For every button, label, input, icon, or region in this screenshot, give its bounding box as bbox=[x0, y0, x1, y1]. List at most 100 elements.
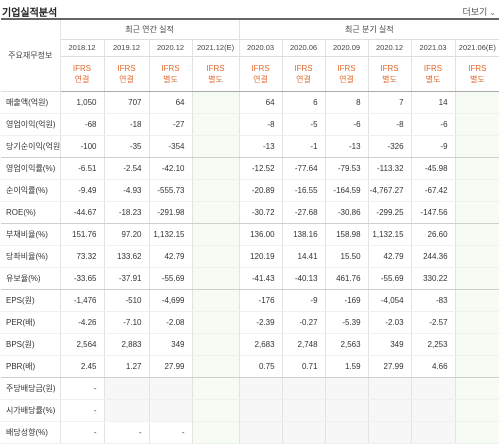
table-cell: -30.86 bbox=[325, 201, 369, 224]
table-cell: -27 bbox=[149, 113, 193, 136]
table-cell bbox=[104, 399, 150, 422]
table-cell: -100 bbox=[60, 135, 105, 158]
table-cell bbox=[455, 333, 500, 356]
table-cell bbox=[325, 399, 369, 422]
table-cell: 64 bbox=[239, 91, 283, 114]
table-cell: -6 bbox=[325, 113, 369, 136]
table-row: ROE(%) -44.67 -18.23 -291.98 -30.72 -27.68 -30… bbox=[1, 201, 500, 224]
table-cell: 2.45 bbox=[60, 355, 105, 378]
row-label: PER(배) bbox=[1, 311, 61, 334]
table-cell: -2.57 bbox=[411, 311, 456, 334]
table-cell: -7.10 bbox=[104, 311, 150, 334]
table-cell bbox=[455, 91, 500, 114]
ifrs-basis: 별도 bbox=[469, 74, 485, 84]
table-cell bbox=[455, 201, 500, 224]
table-cell bbox=[455, 421, 500, 444]
table-row: EPS(원) -1,476 -510 -4,699 -176 -9 -169 -4,054 -8… bbox=[1, 289, 500, 312]
table-cell: 26.60 bbox=[411, 223, 456, 246]
ifrs-label: IFRS bbox=[337, 63, 356, 73]
table-cell bbox=[368, 421, 412, 444]
table-cell: -0.27 bbox=[282, 311, 326, 334]
ifrs-label: IFRS bbox=[380, 63, 399, 73]
table-cell: -4.93 bbox=[104, 179, 150, 202]
table-cell: -555.73 bbox=[149, 179, 193, 202]
table-cell bbox=[455, 135, 500, 158]
table-cell: -2.39 bbox=[239, 311, 283, 334]
table-row: 유보율(%) -33.65 -37.91 -55.69 -41.43 -40.13 461.… bbox=[1, 267, 500, 290]
table-cell: -326 bbox=[368, 135, 412, 158]
table-cell: -45.98 bbox=[411, 157, 456, 180]
table-cell: 1,050 bbox=[60, 91, 105, 114]
table-cell bbox=[192, 135, 240, 158]
period-date: 2021.03 bbox=[411, 39, 456, 57]
table-cell: 6 bbox=[282, 91, 326, 114]
group-annual: 최근 연간 실적 bbox=[60, 18, 240, 40]
row-label: 영업이익률(%) bbox=[1, 157, 61, 180]
table-cell bbox=[192, 157, 240, 180]
table-cell: 1,132.15 bbox=[149, 223, 193, 246]
table-cell: -13 bbox=[239, 135, 283, 158]
accounting-standard: IFRS 별도 bbox=[411, 56, 456, 92]
row-label: 당기순이익(억원) bbox=[1, 135, 61, 158]
table-cell bbox=[192, 311, 240, 334]
ifrs-basis: 연결 bbox=[296, 74, 311, 84]
table-cell: 73.32 bbox=[60, 245, 105, 268]
table-cell bbox=[192, 333, 240, 356]
table-cell: -291.98 bbox=[149, 201, 193, 224]
table-cell: 2,563 bbox=[325, 333, 369, 356]
accounting-standard: IFRS 별도 bbox=[149, 56, 193, 92]
table-cell: - bbox=[104, 421, 150, 444]
table-cell: -33.65 bbox=[60, 267, 105, 290]
table-cell: 2,748 bbox=[282, 333, 326, 356]
table-cell: -169 bbox=[325, 289, 369, 312]
table-cell: -8 bbox=[239, 113, 283, 136]
table-cell: -4,699 bbox=[149, 289, 193, 312]
table-row: BPS(원) 2,564 2,883 349 2,683 2,748 2,563 349 2,2… bbox=[1, 333, 500, 356]
table-cell bbox=[282, 399, 326, 422]
table-cell: -20.89 bbox=[239, 179, 283, 202]
table-cell bbox=[239, 421, 283, 444]
period-date: 2020.06 bbox=[282, 39, 326, 57]
table-cell: -35 bbox=[104, 135, 150, 158]
table-cell: 27.99 bbox=[149, 355, 193, 378]
section-title: 기업실적분석 bbox=[2, 8, 58, 19]
table-cell bbox=[455, 245, 500, 268]
accounting-standard: IFRS 별도 bbox=[455, 56, 500, 92]
table-cell: 1.27 bbox=[104, 355, 150, 378]
row-label: BPS(원) bbox=[1, 333, 61, 356]
ifrs-basis: 별도 bbox=[163, 74, 178, 84]
accounting-standard: IFRS 연결 bbox=[60, 56, 105, 92]
table-cell bbox=[192, 179, 240, 202]
table-cell: 64 bbox=[149, 91, 193, 114]
row-label: 영업이익(억원) bbox=[1, 113, 61, 136]
table-cell: -40.13 bbox=[282, 267, 326, 290]
table-cell: 349 bbox=[368, 333, 412, 356]
table-cell: 707 bbox=[104, 91, 150, 114]
table-cell bbox=[455, 267, 500, 290]
table-cell bbox=[192, 421, 240, 444]
row-label: PBR(배) bbox=[1, 355, 61, 378]
table-row: 부채비율(%) 151.76 97.20 1,132.15 136.00 138.16 15… bbox=[1, 223, 500, 246]
table-cell: -4,767.27 bbox=[368, 179, 412, 202]
table-cell: 1.59 bbox=[325, 355, 369, 378]
period-date: 2020.12 bbox=[149, 39, 193, 57]
table-row: 당좌비율(%) 73.32 133.62 42.79 120.19 14.41 15.50 4… bbox=[1, 245, 500, 268]
table-cell bbox=[455, 179, 500, 202]
table-cell: -44.67 bbox=[60, 201, 105, 224]
table-cell: -176 bbox=[239, 289, 283, 312]
period-date: 2020.03 bbox=[239, 39, 283, 57]
table-cell: - bbox=[60, 399, 105, 422]
table-cell: - bbox=[60, 377, 105, 400]
table-cell bbox=[192, 399, 240, 422]
table-row: 순이익률(%) -9.49 -4.93 -555.73 -20.89 -16.55 -164… bbox=[1, 179, 500, 202]
ifrs-label: IFRS bbox=[251, 63, 270, 73]
table-cell bbox=[239, 377, 283, 400]
more-button[interactable]: 더보기 ⌄ bbox=[462, 5, 496, 18]
table-cell: 15.50 bbox=[325, 245, 369, 268]
row-label: 유보율(%) bbox=[1, 267, 61, 290]
table-row: 영업이익률(%) -6.51 -2.54 -42.10 -12.52 -77.64 -79.… bbox=[1, 157, 500, 180]
more-label: 더보기 bbox=[462, 7, 488, 17]
row-label: 매출액(억원) bbox=[1, 91, 61, 114]
table-cell: 133.62 bbox=[104, 245, 150, 268]
table-cell: -27.68 bbox=[282, 201, 326, 224]
